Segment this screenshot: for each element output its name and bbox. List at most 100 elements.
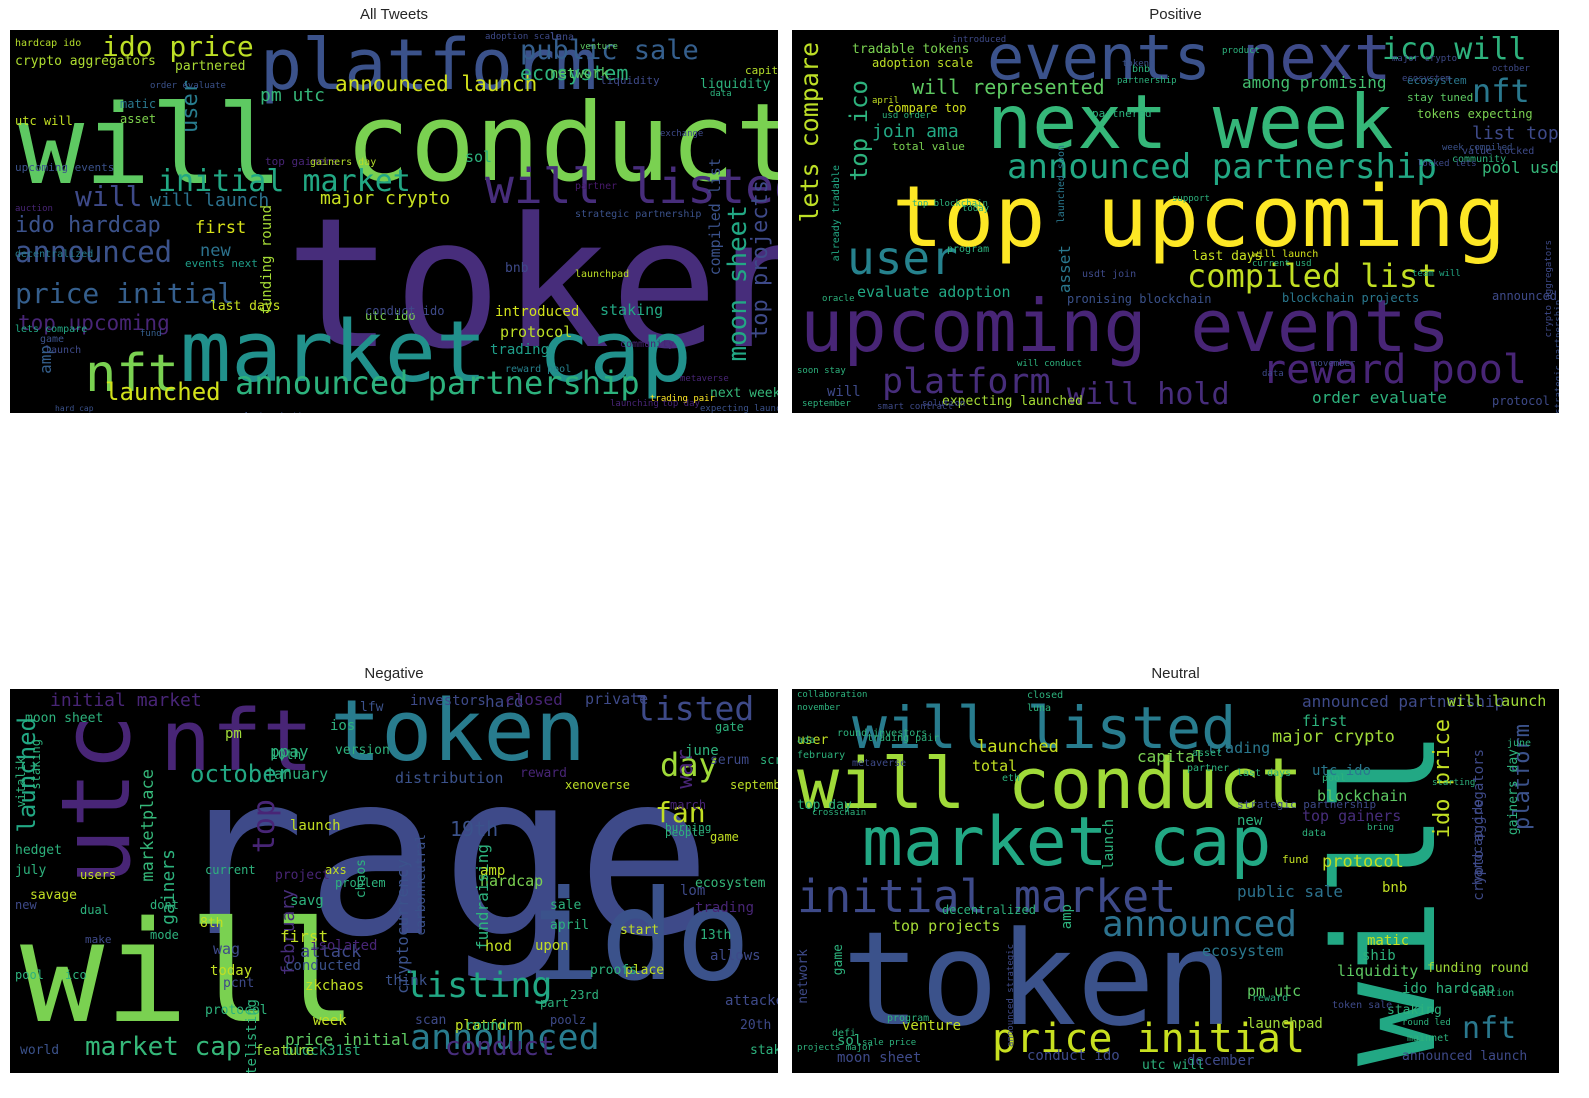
cloud-word: metaverse	[852, 758, 907, 769]
wordcloud-canvas: rage will token ido nft utc listing announced li…	[10, 689, 778, 1073]
cloud-word: introduced	[952, 35, 1007, 45]
cloud-word: announced partnership	[1007, 147, 1437, 187]
cloud-word: problem	[335, 876, 386, 890]
cloud-word: ido	[525, 864, 751, 1009]
cloud-word: moon sheet	[837, 1050, 922, 1066]
cloud-word: bring	[1367, 823, 1395, 833]
cloud-word: hardcap ido	[15, 38, 82, 49]
cloud-word: 23rd	[570, 988, 599, 1002]
cloud-word: capital	[745, 64, 778, 77]
cloud-word: utc ido	[1312, 763, 1372, 779]
cloud-word: 13th	[700, 928, 732, 943]
cloud-word: mainnet	[1407, 1033, 1450, 1044]
cloud-word: attacked	[725, 993, 778, 1009]
cloud-word: first	[195, 218, 247, 238]
cloud-word: gainers	[158, 849, 179, 925]
cloud-word: september 5th	[730, 778, 778, 792]
cloud-word: november	[1312, 359, 1356, 369]
cloud-word: platform	[455, 1018, 523, 1034]
cloud-word: closed	[505, 690, 563, 709]
cloud-word: market cap	[85, 1032, 242, 1062]
cloud-word: ecosystem	[520, 61, 629, 85]
cloud-word: sol	[465, 148, 493, 166]
cloud-word: partner	[1187, 763, 1230, 774]
cloud-word: pm utc	[1247, 982, 1302, 1000]
cloud-word: protocol	[1322, 852, 1404, 872]
cloud-word: data	[1262, 369, 1284, 379]
cloud-word: partner	[575, 181, 618, 192]
cloud-word: allows	[710, 948, 761, 964]
cloud-word: community	[620, 339, 675, 350]
cloud-word: price initial	[15, 277, 235, 310]
cloud-word: first	[1302, 712, 1348, 730]
cloud-word: tokens	[1122, 59, 1155, 69]
cloud-word: strategic partnership	[575, 209, 702, 220]
cloud-word: conduct	[445, 1032, 555, 1062]
cloud-word: place	[625, 963, 665, 978]
cloud-word: moon sheet	[25, 711, 104, 726]
wordcloud-panel-positive: Positive top upcoming upcoming events next…	[792, 6, 1559, 413]
wordcloud-panel-negative: Negative rage will token ido nft utc listing an…	[10, 665, 778, 1073]
cloud-word: ico will	[1382, 32, 1527, 67]
cloud-word: platform	[260, 30, 598, 106]
cloud-word: funding round	[1427, 961, 1529, 976]
cloud-word: hedget	[15, 843, 62, 858]
cloud-word: upon	[535, 938, 569, 954]
cloud-word: liquidity	[1337, 962, 1419, 980]
cloud-word: 19th	[450, 817, 499, 841]
cloud-word: luna	[1027, 703, 1052, 714]
cloud-word: current usd	[1252, 259, 1312, 269]
cloud-word: funding round	[259, 205, 275, 315]
cloud-word: pool	[1322, 773, 1347, 784]
cloud-word: conducted	[285, 958, 361, 974]
cloud-word: april	[872, 96, 900, 106]
cloud-word: fund	[140, 329, 162, 339]
cloud-word: usdt join	[1082, 269, 1137, 280]
cloud-word: next week	[987, 78, 1394, 166]
cloud-word: game	[831, 944, 846, 976]
cloud-word: launching	[610, 399, 659, 409]
cloud-word: asset	[120, 112, 157, 126]
cloud-word: events next	[185, 257, 258, 270]
cloud-word: total value	[892, 140, 965, 153]
cloud-word: program	[887, 1013, 930, 1024]
cloud-word: round	[465, 1018, 508, 1034]
cloud-word: team will	[1412, 269, 1461, 279]
cloud-word: evaluate adoption	[230, 412, 312, 414]
cloud-word: last days	[1237, 768, 1292, 779]
cloud-word: blockchain	[1317, 787, 1408, 805]
cloud-word: nft	[160, 692, 314, 791]
cloud-word: pm utc	[260, 85, 326, 106]
cloud-word: sale	[550, 898, 582, 913]
cloud-word: venture	[902, 1018, 962, 1034]
cloud-word: ecosystem	[695, 876, 766, 891]
cloud-word: protocol	[1492, 394, 1550, 408]
cloud-word: staking	[600, 301, 664, 319]
panel-title: Negative	[364, 665, 424, 682]
cloud-word: today	[210, 963, 253, 979]
cloud-word: fundraising	[473, 844, 492, 950]
cloud-word: september	[802, 399, 851, 409]
cloud-word: capital	[1137, 747, 1205, 766]
cloud-word: whitelisting	[244, 999, 260, 1073]
cloud-word: price initial	[285, 1030, 411, 1049]
cloud-word: reward pool	[505, 364, 572, 375]
cloud-word: reward pool	[1262, 347, 1527, 393]
cloud-word: list top	[1472, 123, 1559, 144]
cloud-word: gainers day	[1506, 749, 1521, 836]
cloud-word: bnb	[1132, 64, 1151, 75]
cloud-word: 10th	[270, 748, 302, 763]
cloud-word: announced launch	[1402, 1049, 1528, 1064]
cloud-word: hod	[485, 937, 513, 955]
cloud-word: marketplace	[138, 769, 158, 882]
cloud-word: blockchain projects	[1282, 291, 1420, 305]
cloud-word: liquidity	[700, 77, 771, 92]
cloud-word: matic	[120, 97, 157, 111]
cloud-word: initial market	[797, 870, 1177, 923]
cloud-word: gainers day	[310, 157, 377, 168]
cloud-word: listing	[405, 966, 553, 1006]
cloud-word: nft	[1472, 72, 1530, 110]
cloud-word: community	[1452, 154, 1507, 165]
cloud-word: utc will	[15, 114, 73, 128]
cloud-word: top gainers	[265, 155, 338, 168]
